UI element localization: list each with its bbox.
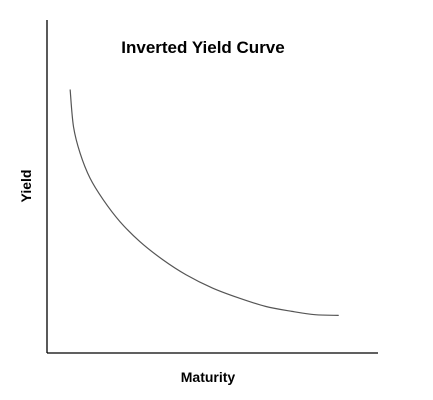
yield-curve-line-0 [69,89,339,316]
x-axis-label: Maturity [181,369,236,385]
y-axis-label: Yield [18,170,34,203]
series-layer [69,89,339,316]
chart-title: Inverted Yield Curve [121,38,284,57]
